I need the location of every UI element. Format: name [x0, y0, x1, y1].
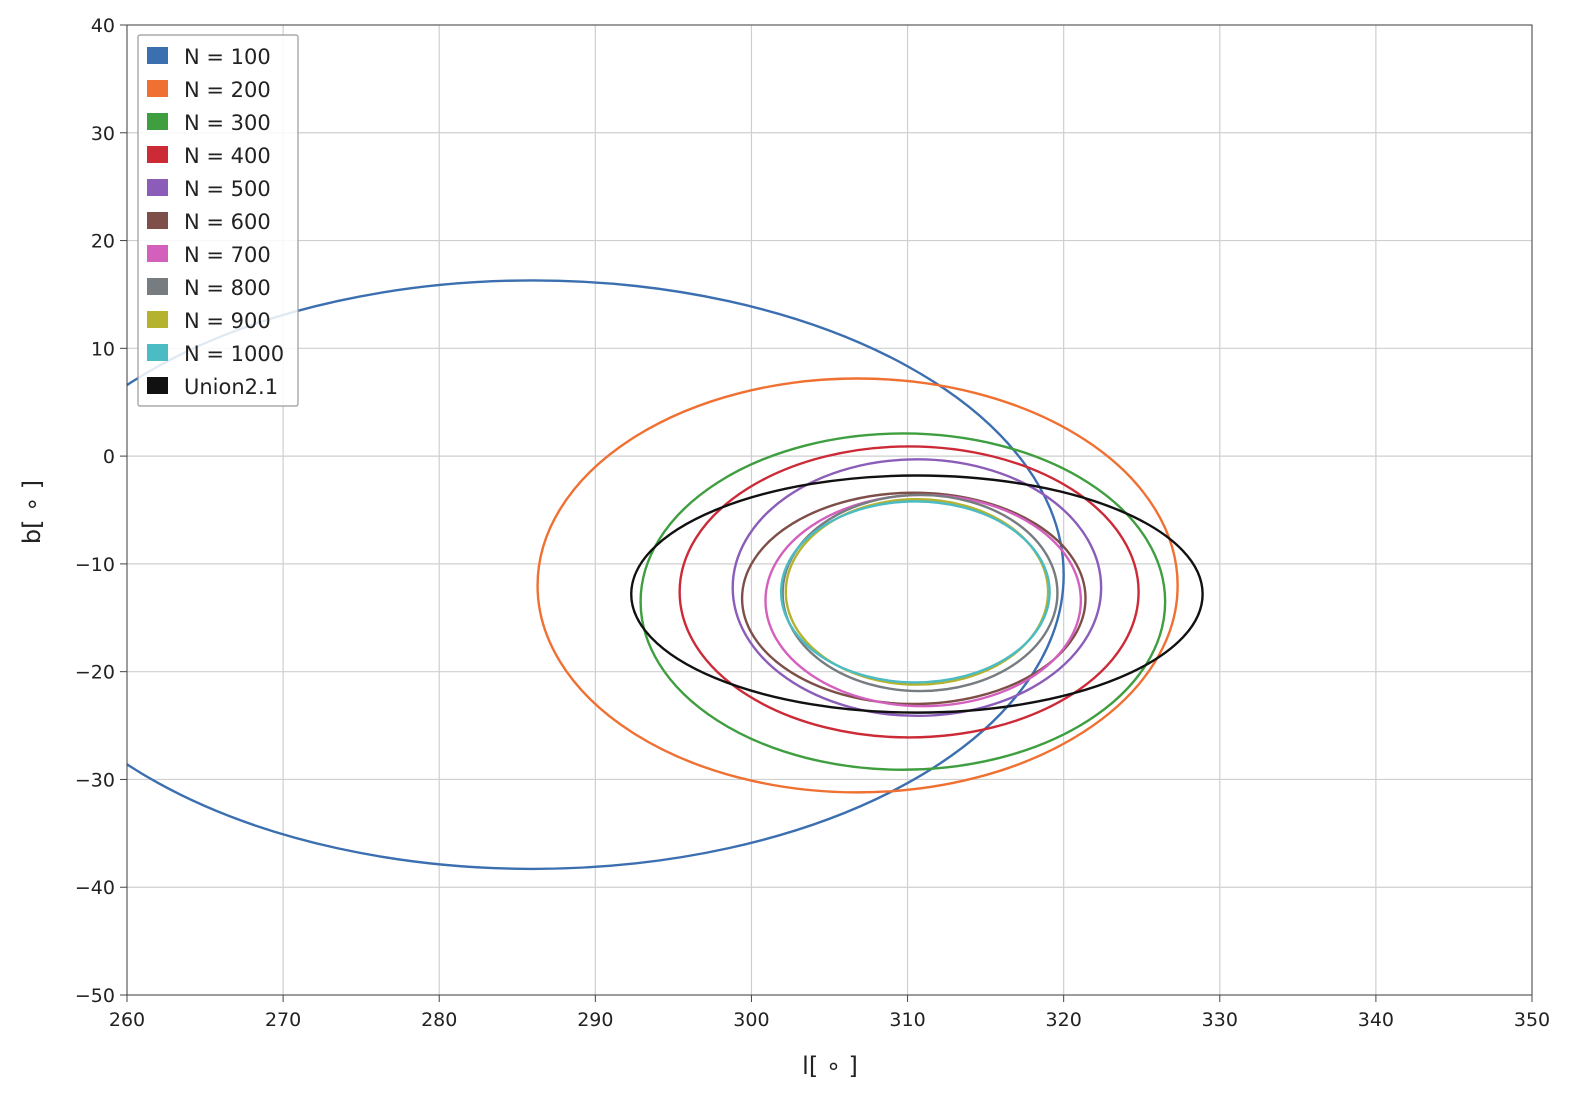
legend-label: N = 900: [184, 309, 271, 333]
legend-label: N = 300: [184, 111, 271, 135]
x-tick-label: 300: [733, 1009, 769, 1031]
legend-label: N = 1000: [184, 342, 284, 366]
series-curve-n-200: [536, 377, 1179, 794]
legend-swatch: [147, 179, 168, 196]
y-tick-label: 10: [91, 338, 115, 360]
series-curve-n-800: [781, 493, 1059, 693]
y-tick-label: 20: [91, 231, 115, 253]
y-tick-label: −40: [75, 877, 115, 899]
axis-ticks: 260 270 280 290 300 310 320 330 340 350 40 30 20 10 0 −…: [75, 15, 1550, 1031]
legend-swatch: [147, 377, 168, 394]
y-tick-label: 0: [103, 446, 115, 468]
x-tick-label: 270: [265, 1009, 301, 1031]
series-curve-n-500: [731, 458, 1103, 718]
y-tick-label: −30: [75, 769, 115, 791]
series-curves: [127, 279, 1204, 871]
legend-swatch: [147, 245, 168, 262]
x-tick-label: 320: [1046, 1009, 1082, 1031]
series-curve-n-1000: [779, 500, 1051, 684]
legend: N = 100 N = 200 N = 300 N = 400 N = 500 N = 6…: [137, 34, 299, 407]
x-tick-label: 310: [889, 1009, 925, 1031]
series-curve-n-300: [639, 432, 1167, 771]
legend-swatch: [147, 47, 168, 64]
series-curve-n-100: [127, 279, 1065, 871]
series-curve-union2-1: [630, 474, 1204, 714]
series-curve-n-600: [740, 491, 1087, 706]
legend-swatch: [147, 278, 168, 295]
series-curve-n-400: [678, 445, 1140, 739]
legend-box: [137, 34, 299, 407]
legend-label: N = 200: [184, 78, 271, 102]
y-tick-label: 30: [91, 123, 115, 145]
series-curve-n-900: [784, 498, 1050, 686]
y-tick-label: 40: [91, 15, 115, 37]
y-axis-label: b[ ∘ ]: [18, 480, 46, 544]
legend-label: N = 500: [184, 177, 271, 201]
y-tick-label: −20: [75, 662, 115, 684]
x-axis-label: l[ ∘ ]: [802, 1052, 858, 1080]
legend-label: N = 800: [184, 276, 271, 300]
legend-swatch: [147, 146, 168, 163]
legend-label: N = 400: [184, 144, 271, 168]
plot-frame: [126, 24, 1533, 996]
legend-swatch: [147, 344, 168, 361]
legend-label: N = 100: [184, 45, 271, 69]
x-tick-label: 340: [1358, 1009, 1394, 1031]
x-tick-label: 260: [109, 1009, 145, 1031]
y-tick-label: −50: [75, 985, 115, 1007]
x-tick-label: 290: [577, 1009, 613, 1031]
legend-swatch: [147, 80, 168, 97]
legend-label: Union2.1: [184, 375, 278, 399]
legend-swatch: [147, 311, 168, 328]
legend-swatch: [147, 212, 168, 229]
x-tick-label: 350: [1514, 1009, 1550, 1031]
legend-label: N = 600: [184, 210, 271, 234]
x-tick-label: 330: [1202, 1009, 1238, 1031]
legend-swatch: [147, 113, 168, 130]
x-tick-label: 280: [421, 1009, 457, 1031]
legend-label: N = 700: [184, 243, 271, 267]
y-tick-label: −10: [75, 554, 115, 576]
